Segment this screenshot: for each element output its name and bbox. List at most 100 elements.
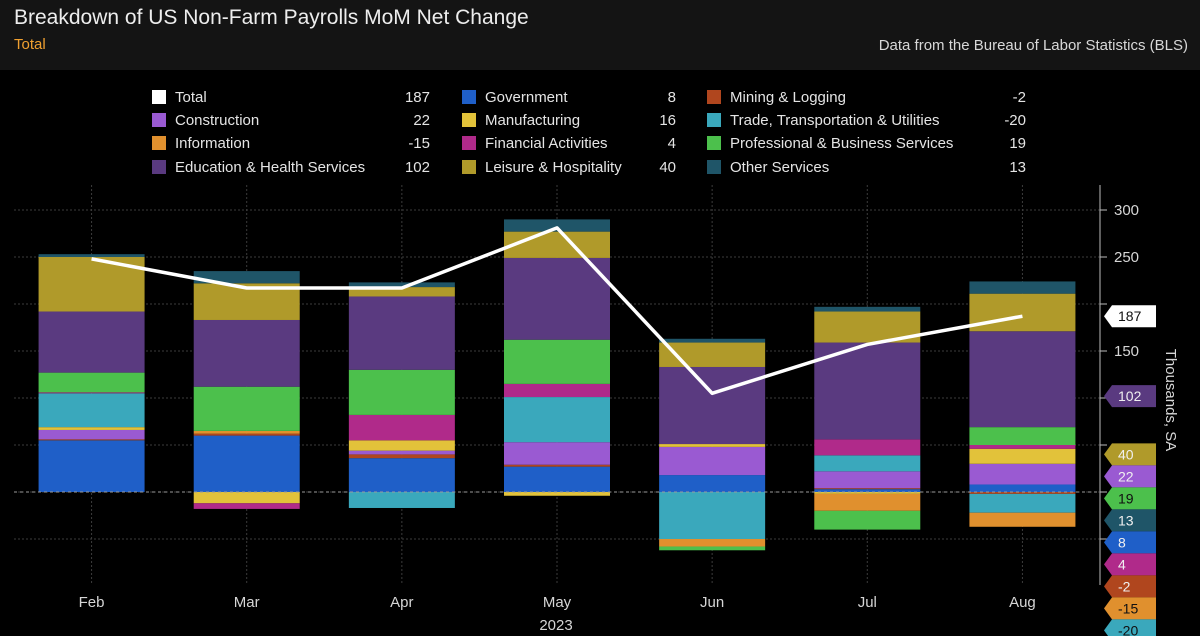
legend-item-manufacturing: Manufacturing 16 xyxy=(462,112,676,129)
legend-value-total: 187 xyxy=(405,89,430,106)
x-tick-may: May xyxy=(543,594,572,611)
tag-leisure: 40 xyxy=(1104,443,1156,466)
bar-trade-apr xyxy=(348,492,455,508)
legend-value-other: 13 xyxy=(1009,159,1026,176)
bar-leisure-apr xyxy=(348,287,455,297)
x-tick-jun: Jun xyxy=(700,594,724,611)
bar-information-mar xyxy=(193,430,300,434)
bar-government-jul xyxy=(814,489,921,492)
bar-trade-aug xyxy=(969,493,1076,513)
bar-stack-jul xyxy=(814,306,921,530)
bar-other-may xyxy=(504,219,610,232)
tag-bg-professional xyxy=(1104,487,1156,510)
x-tick-mar: Mar xyxy=(234,594,260,611)
bar-professional-jul xyxy=(814,510,921,530)
bar-financial-may xyxy=(504,383,610,398)
x-tick-feb: Feb xyxy=(79,594,105,611)
y-tick-label-150: 150 xyxy=(1114,343,1139,360)
legend-item-professional: Professional & Business Services 19 xyxy=(707,135,1026,152)
legend-label-education: Education & Health Services xyxy=(175,159,365,176)
bar-professional-jun xyxy=(659,546,766,551)
bar-government-apr xyxy=(348,458,455,492)
bar-professional-apr xyxy=(348,369,455,415)
bar-other-aug xyxy=(969,281,1076,294)
legend-value-government: 8 xyxy=(668,89,676,106)
tag-bg-total xyxy=(1104,305,1156,328)
bar-manufacturing-apr xyxy=(348,440,455,451)
bar-construction-aug xyxy=(969,463,1076,485)
bar-stack-aug xyxy=(969,281,1076,527)
tag-mining: -2 xyxy=(1104,575,1156,598)
legend-label-leisure: Leisure & Hospitality xyxy=(485,159,622,176)
legend: Total 187 Government 8 Mining & Logging -2 Con… xyxy=(152,89,1026,176)
bar-education-apr xyxy=(348,296,455,370)
x-tick-apr: Apr xyxy=(390,594,413,611)
tag-information: -15 xyxy=(1104,597,1156,620)
tag-label-construction: 22 xyxy=(1118,468,1134,484)
y-tick-label-300: 300 xyxy=(1114,202,1139,219)
y-tick-label-250: 250 xyxy=(1114,249,1139,266)
legend-label-trade: Trade, Transportation & Utilities xyxy=(730,112,940,129)
source-note: Data from the Bureau of Labor Statistics… xyxy=(878,37,1188,54)
legend-swatch-professional xyxy=(707,136,721,150)
legend-item-construction: Construction 22 xyxy=(152,112,430,129)
bar-construction-jun xyxy=(659,446,766,476)
tag-bg-mining xyxy=(1104,575,1156,598)
tag-financial: 4 xyxy=(1104,553,1156,576)
tag-education: 102 xyxy=(1104,385,1156,408)
legend-value-construction: 22 xyxy=(413,112,430,129)
legend-label-financial: Financial Activities xyxy=(485,135,608,152)
stacked-bars xyxy=(38,219,1076,551)
bar-other-mar xyxy=(193,271,300,284)
legend-value-manufacturing: 16 xyxy=(659,112,676,129)
bar-mining-mar xyxy=(193,433,300,436)
bar-financial-jul xyxy=(814,439,921,456)
legend-label-construction: Construction xyxy=(175,112,259,129)
legend-label-information: Information xyxy=(175,135,250,152)
bar-government-aug xyxy=(969,484,1076,492)
bar-manufacturing-jun xyxy=(659,444,766,447)
tag-bg-trade xyxy=(1104,619,1156,636)
tag-bg-construction xyxy=(1104,465,1156,488)
bar-manufacturing-feb xyxy=(38,427,145,430)
legend-value-mining: -2 xyxy=(1013,89,1026,106)
right-value-tags: 187 102 40 22 19 13 8 4 -2 -15 -20 xyxy=(1104,305,1156,636)
chart-subtitle: Total xyxy=(14,36,46,53)
bar-government-feb xyxy=(38,440,145,492)
bar-education-may xyxy=(504,257,610,340)
legend-item-information: Information -15 xyxy=(152,135,430,152)
bar-stack-feb xyxy=(38,254,145,492)
bar-government-may xyxy=(504,466,610,492)
bar-stack-jun xyxy=(659,338,766,551)
bar-other-feb xyxy=(38,254,145,257)
bar-stack-may xyxy=(504,219,610,496)
tag-bg-information xyxy=(1104,597,1156,620)
tag-label-education: 102 xyxy=(1118,388,1142,404)
legend-swatch-trade xyxy=(707,113,721,127)
legend-label-other: Other Services xyxy=(730,159,829,176)
x-tick-aug: Aug xyxy=(1009,594,1036,611)
bar-information-jun xyxy=(659,539,766,547)
bar-education-mar xyxy=(193,319,300,387)
legend-item-financial: Financial Activities 4 xyxy=(462,135,676,152)
legend-label-total: Total xyxy=(175,89,207,106)
tag-total: 187 xyxy=(1104,305,1156,328)
legend-item-other: Other Services 13 xyxy=(707,159,1026,176)
tag-bg-other xyxy=(1104,509,1156,532)
tag-bg-financial xyxy=(1104,553,1156,576)
legend-value-professional: 19 xyxy=(1009,135,1026,152)
bar-manufacturing-jul xyxy=(814,492,921,494)
bar-other-apr xyxy=(348,282,455,288)
bar-stack-apr xyxy=(348,282,455,508)
bar-leisure-aug xyxy=(969,293,1076,332)
bar-construction-apr xyxy=(348,450,455,455)
legend-label-manufacturing: Manufacturing xyxy=(485,112,580,129)
legend-swatch-information xyxy=(152,136,166,150)
bar-other-jun xyxy=(659,338,766,343)
tag-professional: 19 xyxy=(1104,487,1156,510)
bar-information-aug xyxy=(969,512,1076,527)
bar-financial-apr xyxy=(348,414,455,441)
bar-mining-may xyxy=(504,464,610,467)
legend-swatch-leisure xyxy=(462,160,476,174)
legend-item-leisure: Leisure & Hospitality 40 xyxy=(462,159,676,176)
